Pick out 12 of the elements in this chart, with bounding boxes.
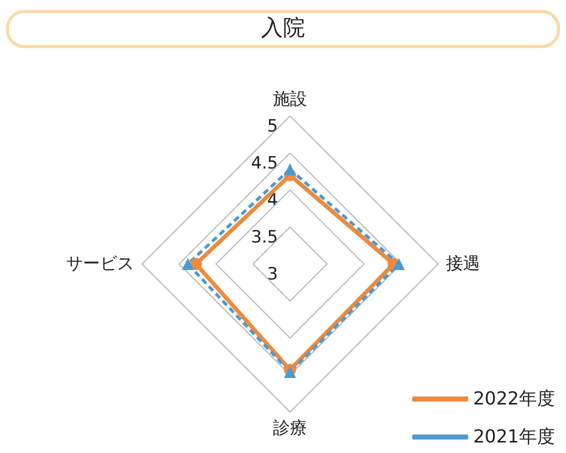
legend-label: 2022年度: [473, 388, 556, 410]
y-tick-label: 4: [267, 190, 278, 210]
y-tick-label: 5: [267, 116, 278, 136]
legend-label: 2021年度: [473, 426, 556, 448]
y-tick-label: 3: [267, 264, 278, 284]
spoke-label: 施設: [273, 90, 307, 110]
chart-title: 入院: [6, 10, 560, 48]
spoke-label: サービス: [66, 254, 134, 274]
y-tick-label: 3.5: [250, 228, 278, 248]
y-tick-label: 4.5: [250, 154, 278, 174]
spoke-label: 診療: [273, 418, 307, 438]
spoke-label: 接遇: [446, 254, 480, 274]
